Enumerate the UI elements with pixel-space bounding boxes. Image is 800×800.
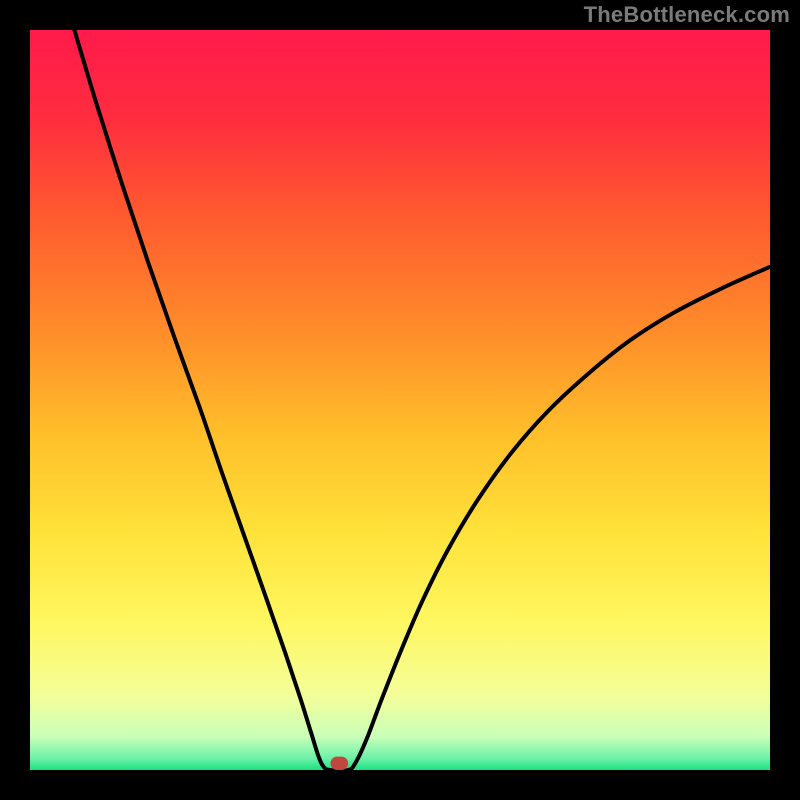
optimal-point-marker xyxy=(330,757,348,770)
watermark-text: TheBottleneck.com xyxy=(584,2,790,28)
plot-background xyxy=(30,30,770,770)
